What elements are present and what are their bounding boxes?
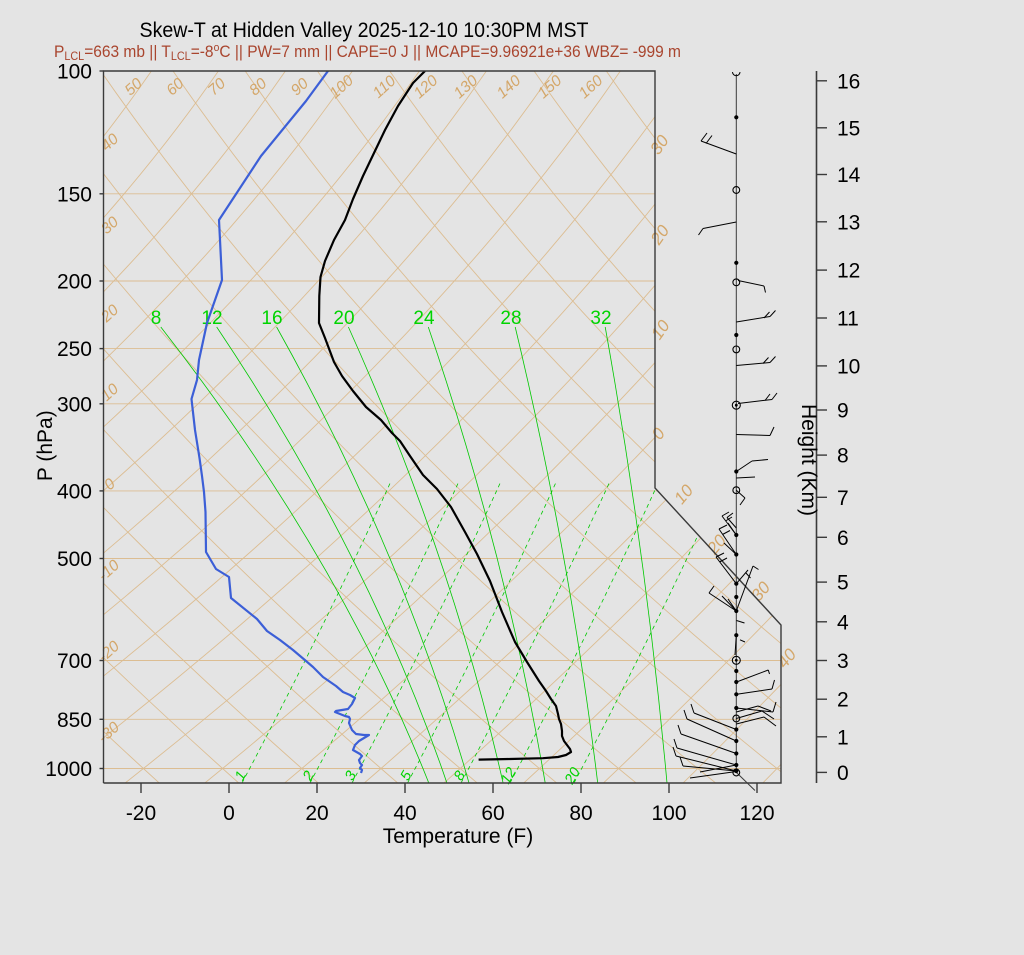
svg-text:13: 13 [837, 211, 860, 234]
svg-text:300: 300 [57, 393, 92, 416]
svg-text:0: 0 [223, 802, 235, 825]
svg-text:100: 100 [57, 61, 92, 84]
svg-text:850: 850 [57, 709, 92, 732]
svg-text:15: 15 [837, 117, 860, 140]
svg-text:11: 11 [837, 308, 859, 331]
svg-text:9: 9 [837, 400, 849, 423]
svg-text:Skew-T at Hidden Valley 2025-1: Skew-T at Hidden Valley 2025-12-10 10:30… [140, 19, 589, 42]
svg-text:150: 150 [57, 183, 92, 206]
svg-text:250: 250 [57, 338, 92, 361]
svg-text:PLCL=663 mb || TLCL=-8oC || PW: PLCL=663 mb || TLCL=-8oC || PW=7 mm || C… [54, 42, 681, 63]
svg-text:500: 500 [57, 548, 92, 571]
svg-text:P (hPa): P (hPa) [34, 410, 57, 481]
svg-text:Temperature (F): Temperature (F) [383, 825, 534, 848]
svg-text:10: 10 [837, 355, 860, 378]
svg-text:7: 7 [837, 487, 849, 510]
svg-text:3: 3 [837, 650, 849, 673]
svg-text:8: 8 [837, 445, 849, 468]
svg-text:6: 6 [837, 527, 849, 550]
svg-text:700: 700 [57, 650, 92, 673]
svg-text:20: 20 [562, 765, 584, 788]
svg-text:1: 1 [837, 726, 849, 749]
svg-text:200: 200 [57, 271, 92, 294]
svg-text:14: 14 [837, 164, 861, 187]
svg-text:2: 2 [837, 689, 849, 712]
svg-text:1000: 1000 [45, 758, 92, 781]
svg-text:40: 40 [393, 802, 416, 825]
svg-text:60: 60 [481, 802, 504, 825]
svg-text:24: 24 [413, 308, 435, 329]
svg-text:32: 32 [590, 308, 611, 329]
svg-text:20: 20 [333, 308, 354, 329]
svg-text:20: 20 [305, 802, 328, 825]
svg-text:12: 12 [498, 765, 520, 787]
svg-text:5: 5 [837, 572, 849, 595]
svg-text:120: 120 [739, 802, 774, 825]
svg-text:400: 400 [57, 480, 92, 503]
svg-text:100: 100 [651, 802, 686, 825]
svg-text:28: 28 [500, 308, 521, 329]
svg-text:-20: -20 [126, 802, 156, 825]
svg-text:16: 16 [837, 70, 860, 93]
svg-text:80: 80 [569, 802, 592, 825]
svg-text:4: 4 [837, 611, 849, 634]
svg-text:8: 8 [151, 308, 162, 329]
svg-text:Height (Km): Height (Km) [797, 404, 820, 516]
svg-text:16: 16 [261, 308, 282, 329]
svg-text:12: 12 [837, 260, 860, 283]
svg-text:0: 0 [837, 762, 849, 785]
